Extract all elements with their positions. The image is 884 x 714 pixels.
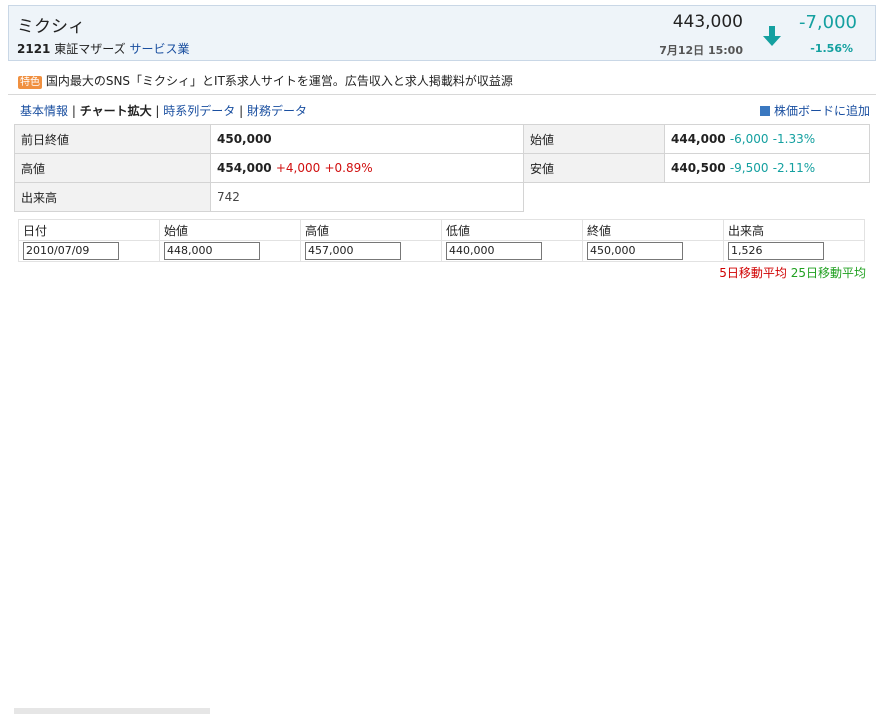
value: 454,000: [217, 161, 272, 175]
value: 450,000: [210, 124, 524, 154]
change: -6,000: [729, 132, 769, 146]
sector-link[interactable]: サービス業: [129, 42, 190, 56]
form-cell: 457,000: [300, 240, 442, 262]
value: 440,500: [671, 161, 726, 175]
feature: 特色 国内最大のSNS「ミクシィ」とIT系求人サイトを運営。広告収入と求人掲載料…: [18, 72, 513, 89]
value: 444,000 -6,000 -1.33%: [664, 124, 870, 154]
form-input[interactable]: 2010/07/09: [23, 242, 119, 260]
market: 東証マザーズ: [54, 42, 126, 56]
label: 高値: [14, 153, 211, 183]
value: 454,000 +4,000 +0.89%: [210, 153, 524, 183]
label: 出来高: [14, 182, 211, 212]
legend-entry: 25日移動平均: [790, 266, 866, 280]
feature-badge: 特色: [18, 76, 42, 89]
header: ミクシィ 2121 東証マザーズ サービス業 443,000 7月12日 15:…: [8, 5, 876, 61]
form-cell: 450,000: [582, 240, 724, 262]
value: 742: [210, 182, 524, 212]
form-header: 出来高: [723, 219, 865, 241]
change-pct: -2.11%: [772, 161, 816, 175]
stock-meta: 2121 東証マザーズ サービス業: [17, 40, 189, 57]
code: 2121: [17, 42, 51, 56]
tabs: 基本情報 | チャート拡大 | 時系列データ | 財務データ: [20, 104, 307, 118]
add-board-link[interactable]: 株価ボードに追加: [773, 104, 870, 118]
change-pct: +0.89%: [324, 161, 373, 175]
change: -9,500: [729, 161, 769, 175]
legend: 5日移動平均 25日移動平均: [719, 264, 866, 281]
stock-name: ミクシィ: [17, 17, 85, 37]
quote-table: 前日終値 450,000 始値 444,000 -6,000 -1.33% 高値 454…: [14, 124, 870, 212]
form-input[interactable]: 1,526: [728, 242, 824, 260]
label: 安値: [523, 153, 665, 183]
label: 始値: [523, 124, 665, 154]
change: +4,000: [275, 161, 321, 175]
feature-text: 国内最大のSNS「ミクシィ」とIT系求人サイトを運営。広告収入と求人掲載料が収益…: [45, 74, 513, 88]
footer-bar: [14, 708, 210, 714]
change: -7,000: [798, 12, 857, 33]
ohlc-form: 日付 始値 高値 低値 終値 出来高 2010/07/09 448,000 457,000 440…: [18, 219, 865, 262]
down-arrow: 3500004000004500005000005500006000006500…: [763, 26, 781, 46]
label: 前日終値: [14, 124, 211, 154]
divider: [8, 94, 876, 95]
tab[interactable]: チャート拡大: [79, 104, 152, 118]
form-input[interactable]: 450,000: [587, 242, 683, 260]
form-cell: 1,526: [723, 240, 865, 262]
value: 440,500 -9,500 -2.11%: [664, 153, 870, 183]
datetime: 7月12日 15:00: [659, 44, 743, 57]
form-cell: 448,000: [159, 240, 301, 262]
change-pct: -1.56%: [810, 42, 853, 55]
form-cell: 2010/07/09: [18, 240, 160, 262]
form-cell: 440,000: [441, 240, 583, 262]
tab[interactable]: 時系列データ: [163, 104, 236, 118]
form-input[interactable]: 448,000: [164, 242, 260, 260]
form-input[interactable]: 440,000: [446, 242, 542, 260]
form-input[interactable]: 457,000: [305, 242, 401, 260]
legend-entry: 5日移動平均: [719, 266, 787, 280]
add-board[interactable]: 株価ボードに追加: [760, 102, 870, 119]
price: 443,000: [672, 12, 743, 32]
change-pct: -1.33%: [772, 132, 816, 146]
form-header: 低値: [441, 219, 583, 241]
tab[interactable]: 財務データ: [246, 104, 307, 118]
value: 444,000: [671, 132, 726, 146]
tab[interactable]: 基本情報: [20, 104, 69, 118]
